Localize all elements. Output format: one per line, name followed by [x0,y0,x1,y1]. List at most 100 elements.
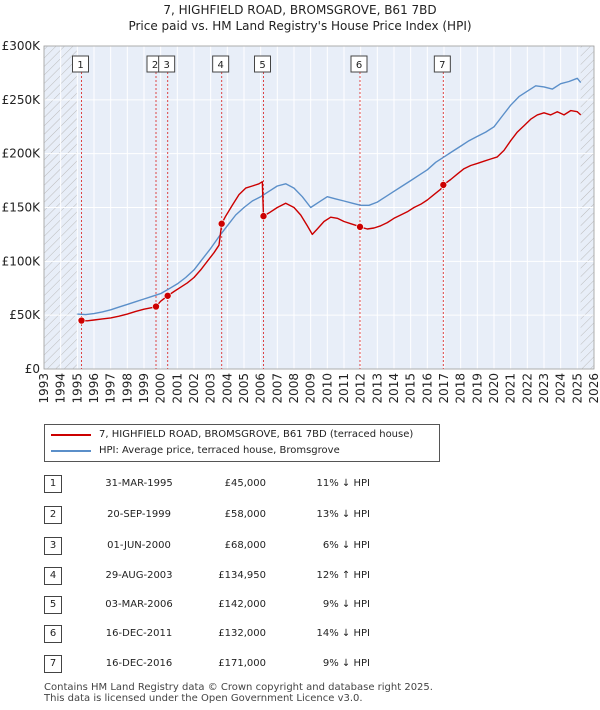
chart-title-line1: 7, HIGHFIELD ROAD, BROMSGROVE, B61 7BD [163,3,436,17]
sale-label-box [72,55,89,73]
x-tick-label: 2019 [470,373,484,404]
x-tick-label: 2004 [220,373,234,404]
row-number-badge: 3 [44,537,62,555]
x-tick-label: 2025 [570,373,584,404]
chart-title-line2: Price paid vs. HM Land Registry's House … [128,19,471,33]
row-hpi: 12% ↑ HPI [316,570,370,581]
row-price: £132,000 [218,628,266,639]
x-tick-label: 2008 [287,373,301,404]
x-tick-label: 2013 [370,373,384,404]
row-date: 03-MAR-2006 [105,599,173,610]
row-price: £142,000 [218,599,266,610]
y-tick-label: £150K [2,201,42,215]
footer: Contains HM Land Registry data © Crown c… [44,682,433,704]
y-tick-label: £50K [9,308,41,322]
sale-point [439,181,448,189]
row-hpi: 13% ↓ HPI [316,509,370,520]
table-row: 7 16-DEC-2016 £171,000 9% ↓ HPI [44,655,564,673]
sale-label: 3 [163,60,169,71]
x-tick-label: 1996 [87,373,101,404]
sale-label-box [254,55,271,73]
x-tick-label: 2024 [554,373,568,404]
sale-point [217,219,226,228]
x-tick-label: 1998 [120,373,134,404]
y-tick-label: £0 [25,362,40,376]
y-tick-label: £250K [2,93,42,107]
row-price: £58,000 [224,509,266,520]
table-row: 2 20-SEP-1999 £58,000 13% ↓ HPI [44,506,564,524]
sale-label: 4 [217,60,223,71]
x-tick-label: 2010 [320,373,334,404]
sale-point [356,223,364,231]
x-tick-label: 2005 [237,373,251,404]
row-number-badge: 4 [44,567,62,585]
legend: 7, HIGHFIELD ROAD, BROMSGROVE, B61 7BD (… [44,424,440,462]
x-tick-label: 2006 [254,373,268,404]
row-number-badge: 1 [44,475,62,493]
sale-point [77,316,86,325]
table-row: 6 16-DEC-2011 £132,000 14% ↓ HPI [44,625,564,643]
legend-line-price [51,434,91,436]
x-tick-label: 2014 [387,373,401,404]
row-hpi: 14% ↓ HPI [316,628,370,639]
x-tick-label: 2007 [270,373,284,404]
row-price: £171,000 [218,658,266,669]
footer-copyright: Contains HM Land Registry data © Crown c… [44,682,433,693]
row-number-badge: 7 [44,655,62,673]
table-row: 4 29-AUG-2003 £134,950 12% ↑ HPI [44,567,564,585]
row-number-badge: 6 [44,625,62,643]
legend-label-price: 7, HIGHFIELD ROAD, BROMSGROVE, B61 7BD (… [99,429,414,440]
row-price: £134,950 [218,570,266,581]
plot-border [43,45,595,370]
row-number-badge: 2 [44,506,62,524]
row-price: £68,000 [224,540,266,551]
x-tick-label: 2003 [204,373,218,404]
row-hpi: 11% ↓ HPI [316,478,370,489]
row-date: 16-DEC-2011 [105,628,173,639]
sale-label: 6 [356,60,362,71]
sale-point [152,302,160,311]
row-price: £45,000 [224,478,266,489]
sale-label: 2 [152,60,158,71]
sale-label-box [433,55,451,73]
x-tick-label: 2011 [337,373,351,404]
sale-label: 7 [439,60,445,71]
x-tick-label: 2000 [154,373,168,404]
x-tick-label: 2016 [420,373,434,404]
x-tick-label: 1995 [70,373,84,404]
x-tick-label: 2018 [454,373,468,404]
x-tick-label: 2017 [437,373,451,404]
row-date: 20-SEP-1999 [107,509,171,520]
y-tick-label: £300K [2,39,42,53]
row-date: 29-AUG-2003 [105,570,173,581]
row-hpi: 9% ↓ HPI [322,599,370,610]
x-tick-label: 1999 [137,373,151,404]
row-date: 31-MAR-1995 [105,478,173,489]
row-hpi: 6% ↓ HPI [322,540,370,551]
x-tick-label: 2002 [187,373,201,404]
x-tick-label: 1997 [104,373,118,404]
x-tick-label: 2012 [354,373,368,404]
x-tick-label: 1993 [37,373,51,404]
sale-label: 5 [259,60,265,71]
x-tick-label: 2022 [520,373,534,404]
table-row: 3 01-JUN-2000 £68,000 6% ↓ HPI [44,537,564,555]
y-tick-label: £100K [2,254,42,268]
sale-point [259,212,268,220]
footer-licence: This data is licensed under the Open Gov… [44,693,363,704]
x-tick-label: 2026 [587,373,600,404]
x-tick-label: 2001 [170,373,184,404]
row-hpi: 9% ↓ HPI [322,658,370,669]
series-line-hpi [77,77,582,316]
sale-label-box [158,55,176,73]
sale-label-box [350,55,368,73]
chart: 7, HIGHFIELD ROAD, BROMSGROVE, B61 7BD P… [2,3,600,404]
series-line-price [81,109,582,322]
x-tick-label: 2009 [304,373,318,404]
x-tick-label: 2015 [404,373,418,404]
x-tick-label: 2021 [504,373,518,404]
legend-line-hpi [51,450,91,452]
legend-label-hpi: HPI: Average price, terraced house, Brom… [99,445,340,456]
y-tick-label: £200K [2,147,42,161]
